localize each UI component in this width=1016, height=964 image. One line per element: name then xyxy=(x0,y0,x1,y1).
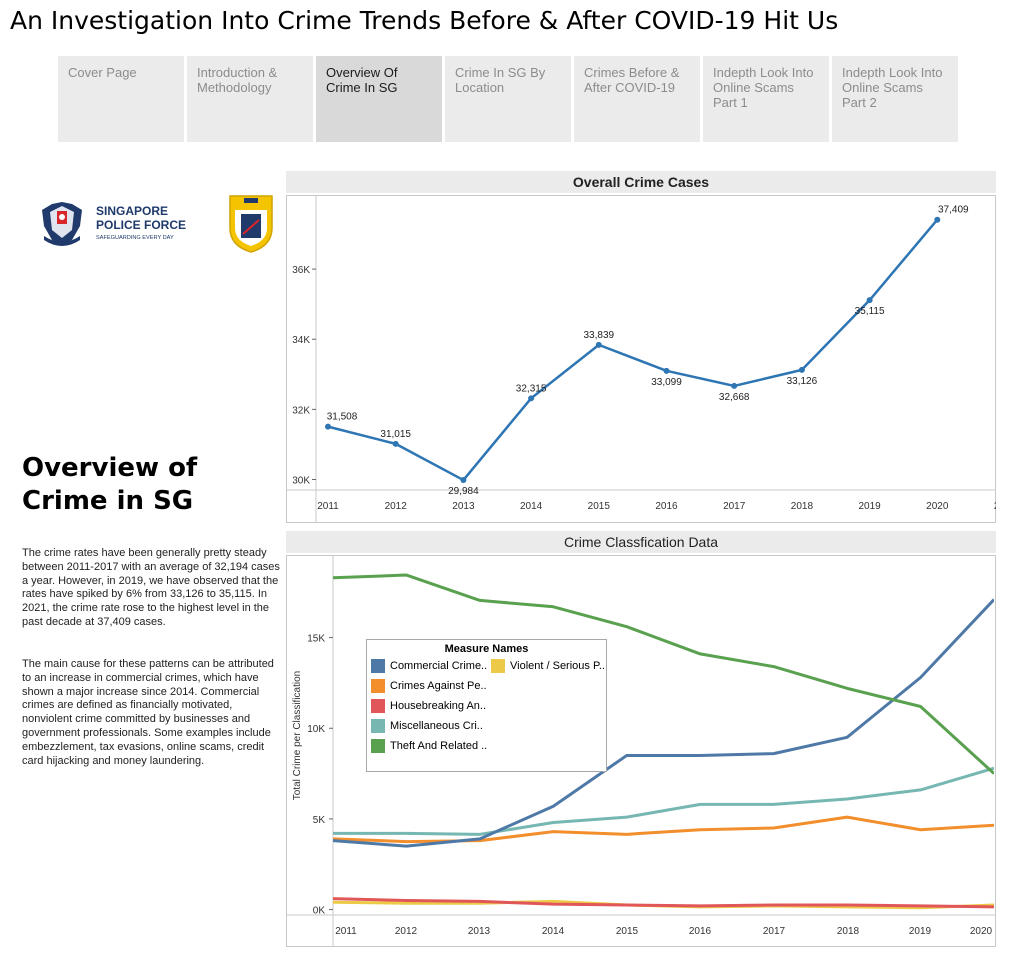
spf-logo: SINGAPORE POLICE FORCE SAFEGUARDING EVER… xyxy=(42,202,186,246)
data-label: 33,126 xyxy=(787,376,818,387)
legend-swatch xyxy=(371,719,385,734)
x-tick-label: 2014 xyxy=(542,926,565,937)
series-line xyxy=(333,897,994,909)
x-tick-label: 2015 xyxy=(588,501,611,512)
series-line xyxy=(333,598,994,848)
legend-label: Commercial Crime.. xyxy=(390,660,488,673)
x-tick-label: 2017 xyxy=(723,501,746,512)
crime-classification-chart-title: Crime Classfication Data xyxy=(286,531,996,553)
x-tick-label: 2018 xyxy=(837,926,860,937)
spf-logo-line2: POLICE FORCE xyxy=(96,218,186,232)
tab-6[interactable]: Indepth Look Into Online Scams Part 1 xyxy=(703,56,829,142)
data-point xyxy=(731,382,738,389)
tab-2[interactable]: Introduction & Methodology xyxy=(187,56,313,142)
y-tick-label: 36K xyxy=(292,265,310,276)
data-point xyxy=(663,367,670,374)
y-tick-label: 30K xyxy=(292,475,310,486)
tab-3[interactable]: Overview Of Crime In SG xyxy=(316,56,442,142)
x-tick-label: 2011 xyxy=(335,926,357,937)
y-tick-label: 0K xyxy=(313,906,326,917)
legend-item[interactable]: Violent / Serious P.. xyxy=(491,658,605,674)
x-tick-label: 2019 xyxy=(858,501,881,512)
x-tick-label: 2013 xyxy=(452,501,475,512)
legend-label: Housebreaking An.. xyxy=(390,700,487,713)
x-tick-label: 2013 xyxy=(468,926,491,937)
legend-swatch xyxy=(371,699,385,714)
page-title: An Investigation Into Crime Trends Befor… xyxy=(10,6,839,35)
overview-heading: Overview of Crime in SG xyxy=(22,453,198,516)
x-tick-label: 2020 xyxy=(970,926,993,937)
x-tick-label: 2018 xyxy=(791,501,814,512)
x-tick-label: 2011 xyxy=(317,501,339,512)
legend-item[interactable]: Commercial Crime.. xyxy=(371,658,487,674)
spf-logo-tagline: SAFEGUARDING EVERY DAY xyxy=(96,235,174,241)
data-point xyxy=(392,440,399,447)
legend-swatch xyxy=(371,659,385,674)
data-point xyxy=(866,297,873,304)
y-tick-label: 5K xyxy=(313,815,326,826)
data-label: 32,668 xyxy=(719,392,750,403)
x-tick-label: 2016 xyxy=(655,501,678,512)
data-label: 35,115 xyxy=(855,306,885,317)
legend-swatch xyxy=(371,679,385,694)
legend-item[interactable]: Theft And Related .. xyxy=(371,738,487,754)
x-tick-label: 2020 xyxy=(926,501,949,512)
x-tick-label: 2012 xyxy=(385,501,408,512)
police-crest-icon xyxy=(42,202,82,246)
series-line xyxy=(333,766,994,836)
data-point xyxy=(595,341,602,348)
overall-crime-chart-title: Overall Crime Cases xyxy=(286,171,996,193)
legend-item[interactable]: Housebreaking An.. xyxy=(371,698,486,714)
x-tick-label: 2017 xyxy=(763,926,786,937)
x-tick-label: 2014 xyxy=(520,501,543,512)
data-label: 31,015 xyxy=(380,429,411,440)
x-tick-label: 2021 xyxy=(994,501,996,512)
data-point xyxy=(325,423,331,430)
y-tick-label: 10K xyxy=(307,724,325,735)
chart-legend: Measure Names Commercial Crime.. Violent … xyxy=(366,639,607,772)
data-label: 33,099 xyxy=(651,377,682,388)
tab-7[interactable]: Indepth Look Into Online Scams Part 2 xyxy=(832,56,958,142)
legend-label: Violent / Serious P.. xyxy=(510,660,605,673)
data-point xyxy=(934,216,941,223)
x-tick-label: 2012 xyxy=(395,926,418,937)
spf-logo-line1: SINGAPORE xyxy=(96,204,168,218)
overview-paragraph-2: The main cause for these patterns can be… xyxy=(22,658,274,767)
y-tick-label: 15K xyxy=(307,634,325,645)
chart-frame xyxy=(286,195,996,523)
legend-item[interactable]: Miscellaneous Cri.. xyxy=(371,718,483,734)
data-label: 32,315 xyxy=(516,383,547,394)
overview-paragraph-1: The crime rates have been generally pret… xyxy=(22,547,280,628)
legend-swatch xyxy=(371,739,385,754)
data-point xyxy=(460,477,467,484)
series-line xyxy=(333,573,994,775)
tab-1[interactable]: Cover Page xyxy=(58,56,184,142)
y-tick-label: 32K xyxy=(292,405,310,416)
data-point xyxy=(798,366,805,373)
overall-crime-line xyxy=(327,218,939,482)
x-tick-label: 2016 xyxy=(689,926,712,937)
tab-5[interactable]: Crimes Before & After COVID-19 xyxy=(574,56,700,142)
legend-title: Measure Names xyxy=(444,643,529,655)
tab-4[interactable]: Crime In SG By Location xyxy=(445,56,571,142)
data-label: 33,839 xyxy=(584,330,615,341)
legend-label: Crimes Against Pe.. xyxy=(390,680,487,693)
legend-item[interactable]: Crimes Against Pe.. xyxy=(371,678,487,694)
y-axis-title: Total Crime per Classification xyxy=(292,671,303,801)
overall-crime-chart: 30K 32K 34K 36K 2011 2012 2013 2014 2015 2016 2017… xyxy=(286,195,996,523)
legend-label: Theft And Related .. xyxy=(390,740,488,753)
data-label: 31,508 xyxy=(327,412,358,423)
police-division-badge-icon xyxy=(229,195,273,253)
legend-swatch xyxy=(491,659,505,674)
x-tick-label: 2015 xyxy=(616,926,639,937)
legend-label: Miscellaneous Cri.. xyxy=(390,720,483,733)
data-label: 37,409 xyxy=(938,205,969,216)
data-point xyxy=(528,395,535,402)
y-tick-label: 34K xyxy=(292,335,310,346)
x-tick-label: 2019 xyxy=(909,926,932,937)
data-label: 29,984 xyxy=(448,486,479,497)
